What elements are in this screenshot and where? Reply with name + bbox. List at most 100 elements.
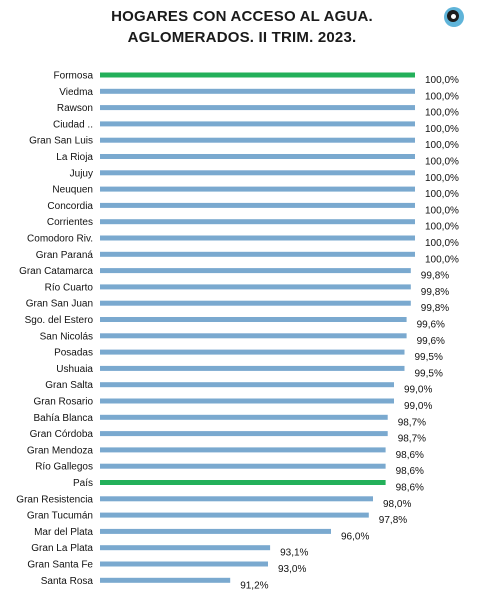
bar-gran-resistencia [100, 496, 373, 502]
value-label-san-nicolas: 99,6% [417, 336, 445, 347]
value-label-ushuaia: 99,5% [415, 368, 443, 379]
bar-gran-san-juan [100, 300, 411, 306]
bar-comodoro-riv [100, 235, 415, 241]
category-label-gran-resistencia: Gran Resistencia [16, 494, 93, 505]
category-label-rawson: Rawson [57, 103, 93, 114]
bar-gran-rosario [100, 398, 394, 404]
bar-san-nicolas [100, 333, 407, 339]
bar-pais [100, 480, 386, 485]
value-label-concordia: 100,0% [425, 205, 459, 216]
category-label-neuquen: Neuquen [52, 185, 93, 196]
value-label-gran-san-juan: 99,8% [421, 303, 449, 314]
value-label-gran-la-plata: 93,1% [280, 548, 308, 559]
bar-ushuaia [100, 365, 405, 371]
category-label-gran-santa-fe: Gran Santa Fe [27, 560, 93, 571]
category-label-corrientes: Corrientes [47, 217, 93, 228]
value-label-gran-rosario: 99,0% [404, 401, 432, 412]
bar-mar-del-plata [100, 528, 331, 534]
category-label-posadas: Posadas [54, 348, 93, 359]
category-label-gran-la-plata: Gran La Plata [31, 543, 93, 554]
value-label-rawson: 100,0% [425, 108, 459, 119]
category-label-san-nicolas: San Nicolás [40, 331, 93, 342]
value-label-gran-tucuman: 97,8% [379, 515, 407, 526]
bar-rio-cuarto [100, 284, 411, 290]
category-label-ciudad: Ciudad .. [53, 119, 93, 130]
bar-gran-mendoza [100, 447, 386, 453]
bar-gran-parana [100, 251, 415, 257]
category-label-formosa: Formosa [54, 71, 94, 82]
bar-rawson [100, 105, 415, 111]
value-label-la-rioja: 100,0% [425, 157, 459, 168]
value-label-neuquen: 100,0% [425, 189, 459, 200]
value-label-rio-cuarto: 99,8% [421, 287, 449, 298]
bar-gran-san-luis [100, 137, 415, 143]
value-label-gran-mendoza: 98,6% [396, 450, 424, 461]
category-label-gran-san-juan: Gran San Juan [26, 299, 93, 310]
value-label-sgo-del-estero: 99,6% [417, 320, 445, 331]
bar-santa-rosa [100, 577, 231, 583]
bar-gran-santa-fe [100, 561, 268, 567]
category-label-rio-gallegos: Río Gallegos [35, 462, 93, 473]
value-label-jujuy: 100,0% [425, 173, 459, 184]
category-label-pais: País [73, 478, 93, 489]
value-label-corrientes: 100,0% [425, 222, 459, 233]
bar-corrientes [100, 219, 415, 225]
value-label-pais: 98,6% [396, 483, 424, 494]
value-label-gran-salta: 99,0% [404, 385, 432, 396]
bar-formosa [100, 72, 415, 78]
value-label-mar-del-plata: 96,0% [341, 531, 369, 542]
category-label-gran-tucuman: Gran Tucumán [27, 511, 93, 522]
category-label-gran-catamarca: Gran Catamarca [19, 266, 93, 277]
category-label-gran-salta: Gran Salta [45, 380, 93, 391]
value-label-gran-santa-fe: 93,0% [278, 564, 306, 575]
category-label-jujuy: Jujuy [70, 168, 93, 179]
category-label-gran-rosario: Gran Rosario [34, 397, 94, 408]
value-label-bahia-blanca: 98,7% [398, 417, 426, 428]
bar-viedma [100, 88, 415, 94]
value-label-gran-cordoba: 98,7% [398, 434, 426, 445]
category-label-viedma: Viedma [59, 87, 93, 98]
bar-ciudad [100, 121, 415, 127]
bar-bahia-blanca [100, 414, 388, 420]
bar-la-rioja [100, 154, 415, 159]
category-label-ushuaia: Ushuaia [56, 364, 93, 375]
brand-logo-icon [444, 7, 464, 27]
category-label-gran-cordoba: Gran Córdoba [30, 429, 94, 440]
bar-gran-la-plata [100, 545, 271, 551]
category-label-sgo-del-estero: Sgo. del Estero [25, 315, 94, 326]
bar-jujuy [100, 170, 415, 176]
bar-posadas [100, 349, 405, 355]
bar-gran-tucuman [100, 512, 369, 518]
value-label-posadas: 99,5% [415, 352, 443, 363]
category-label-comodoro-riv: Comodoro Riv. [27, 234, 93, 245]
value-label-ciudad: 100,0% [425, 124, 459, 135]
value-label-gran-san-luis: 100,0% [425, 140, 459, 151]
value-label-gran-resistencia: 98,0% [383, 499, 411, 510]
category-label-rio-cuarto: Río Cuarto [45, 282, 94, 293]
bar-gran-cordoba [100, 431, 388, 437]
bar-gran-catamarca [100, 268, 411, 274]
bar-sgo-del-estero [100, 317, 407, 322]
bar-rio-gallegos [100, 463, 386, 469]
value-label-viedma: 100,0% [425, 91, 459, 102]
category-label-santa-rosa: Santa Rosa [41, 576, 94, 587]
value-label-gran-parana: 100,0% [425, 254, 459, 265]
value-label-gran-catamarca: 99,8% [421, 271, 449, 282]
value-label-formosa: 100,0% [425, 75, 459, 86]
value-label-comodoro-riv: 100,0% [425, 238, 459, 249]
bar-gran-salta [100, 382, 394, 388]
category-label-mar-del-plata: Mar del Plata [34, 527, 93, 538]
category-label-gran-mendoza: Gran Mendoza [27, 445, 94, 456]
bar-neuquen [100, 186, 415, 192]
chart-title-line-1: HOGARES CON ACCESO AL AGUA. [111, 8, 373, 25]
chart-title-line-2: AGLOMERADOS. II TRIM. 2023. [127, 29, 357, 46]
value-label-santa-rosa: 91,2% [240, 580, 268, 591]
category-label-bahia-blanca: Bahía Blanca [34, 413, 94, 424]
category-label-gran-san-luis: Gran San Luis [29, 136, 93, 147]
category-label-concordia: Concordia [47, 201, 93, 212]
category-label-gran-parana: Gran Paraná [36, 250, 94, 261]
category-label-la-rioja: La Rioja [56, 152, 93, 163]
bar-concordia [100, 202, 415, 208]
value-label-rio-gallegos: 98,6% [396, 466, 424, 477]
